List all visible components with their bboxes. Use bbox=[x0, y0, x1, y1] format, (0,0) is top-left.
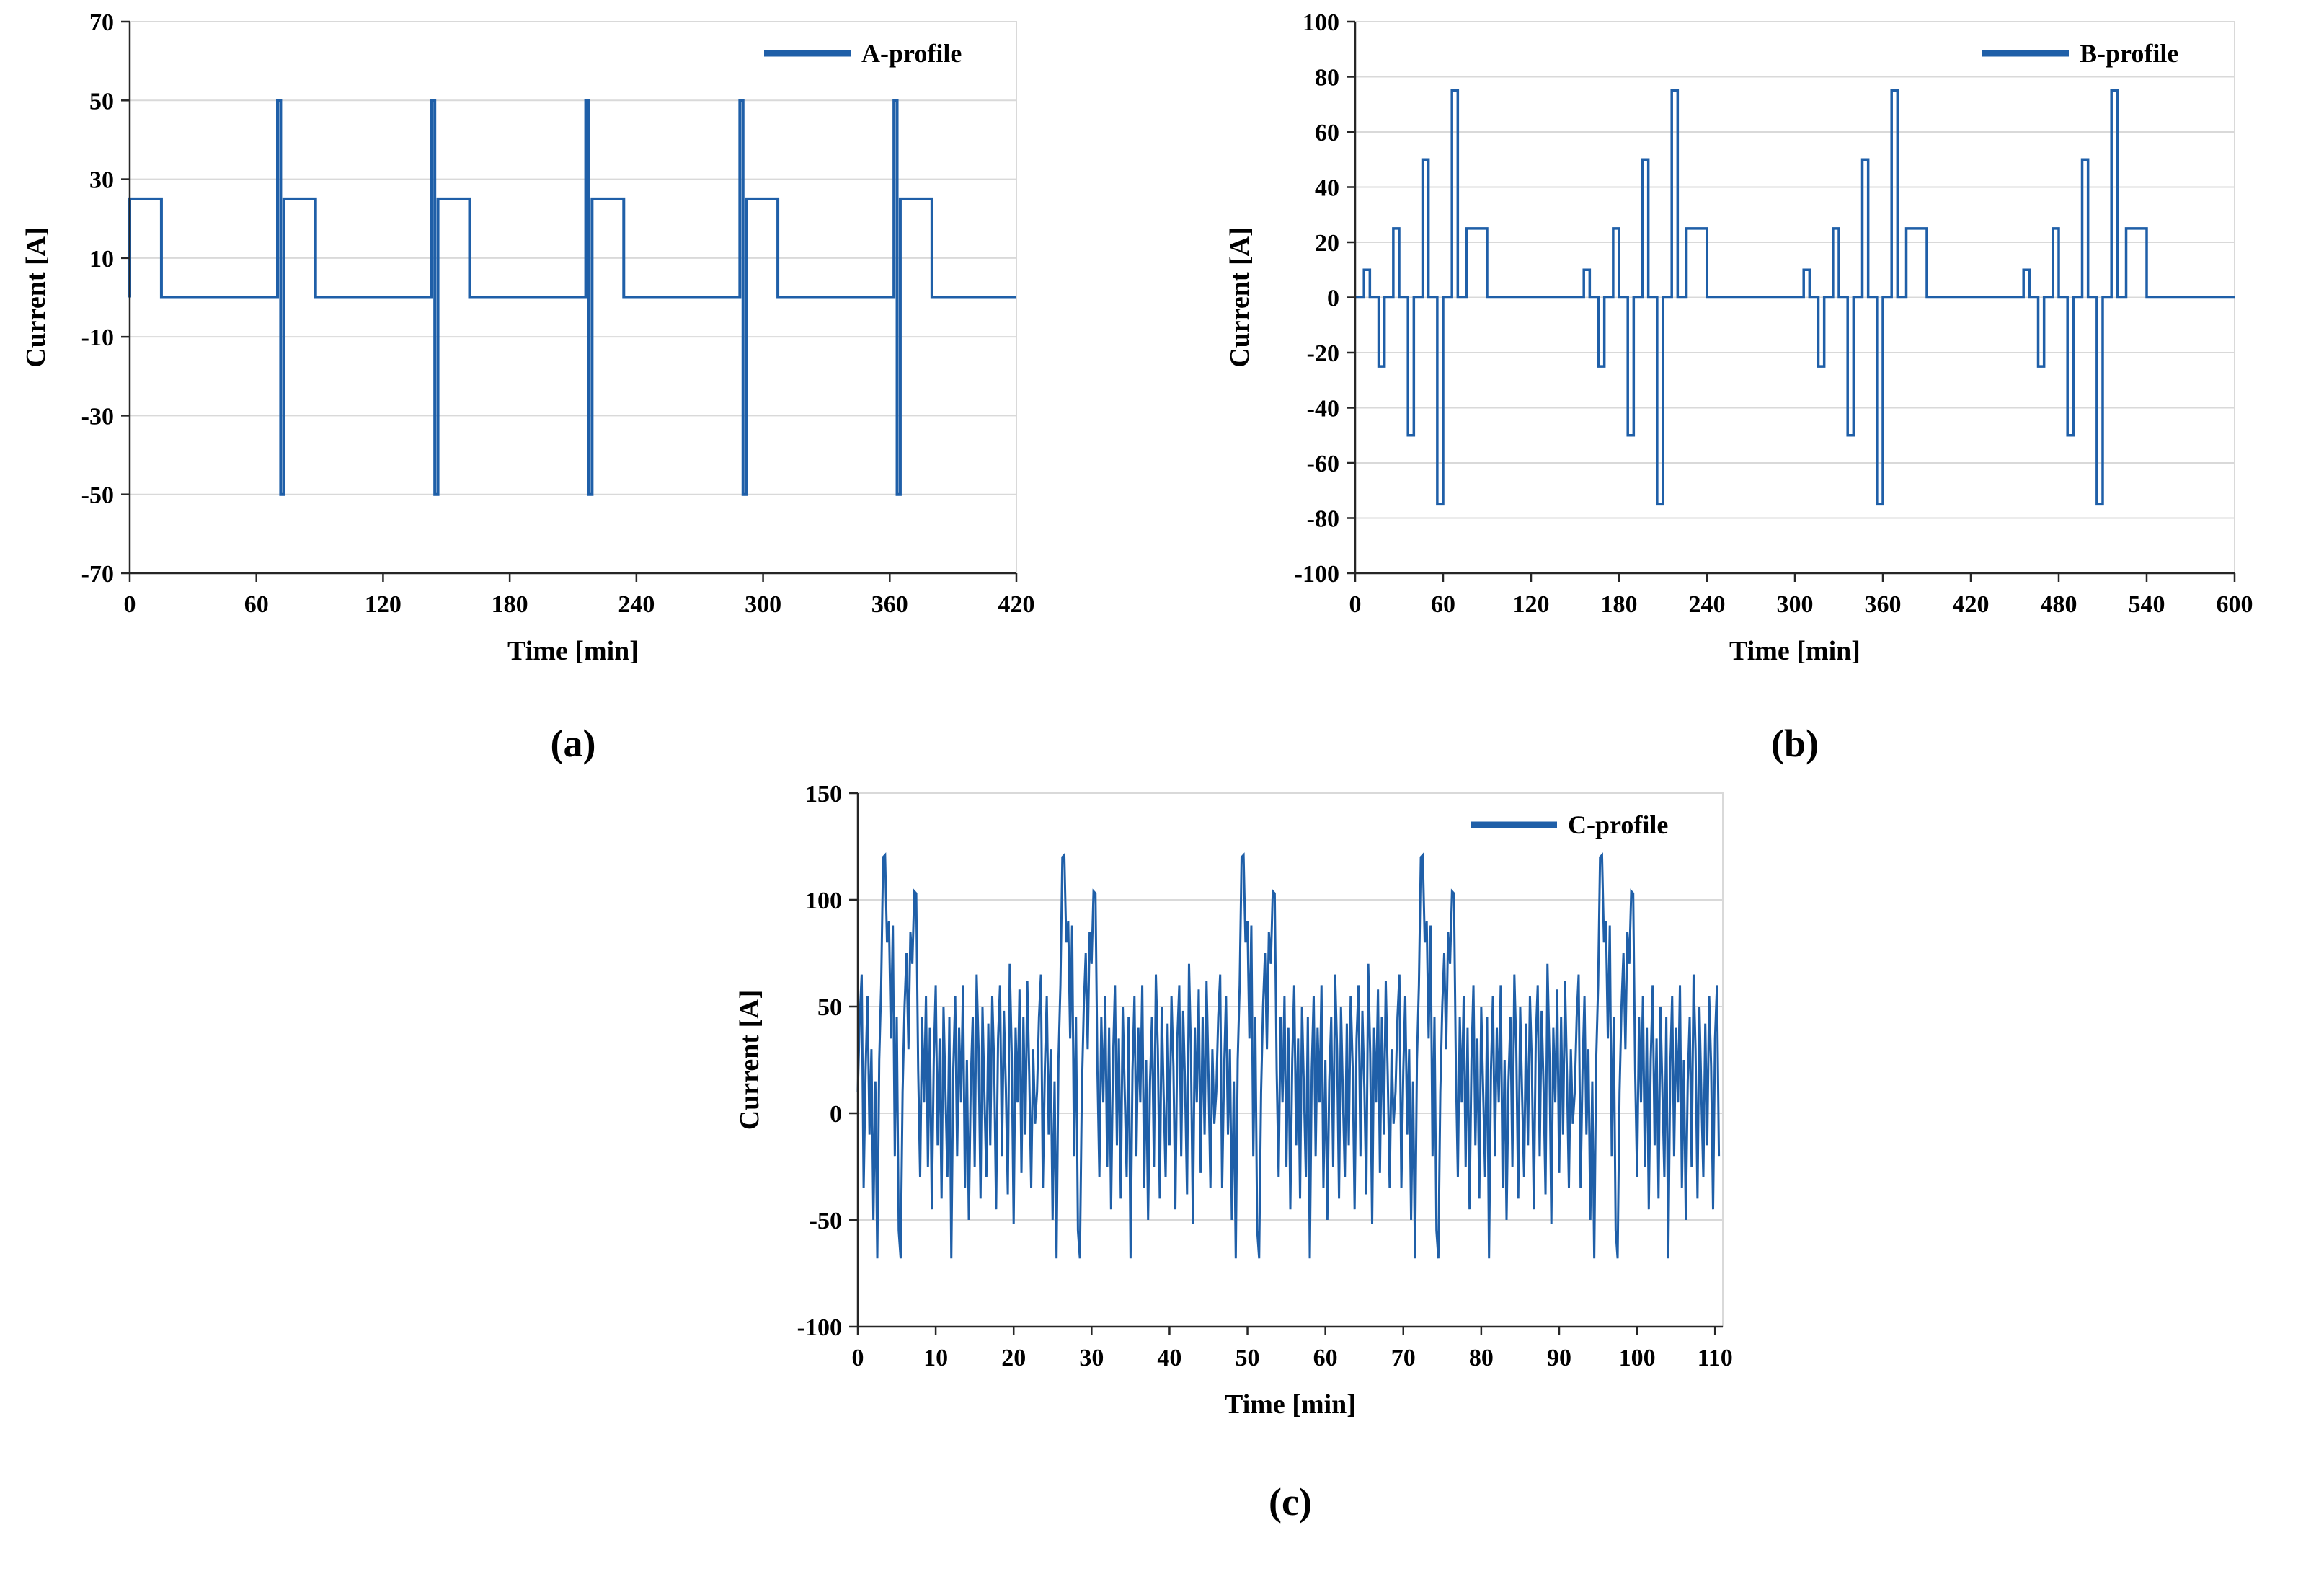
x-axis-title: Time [min] bbox=[1225, 1389, 1356, 1420]
x-tick-label: 540 bbox=[2129, 591, 2165, 618]
x-tick-label: 120 bbox=[1513, 591, 1550, 618]
x-tick-label: 30 bbox=[1079, 1345, 1104, 1371]
axes bbox=[128, 22, 1016, 575]
y-tick-label: -30 bbox=[81, 403, 114, 430]
y-axis-title: Current [A] bbox=[1225, 227, 1255, 368]
caption-a: (a) bbox=[550, 722, 596, 765]
x-tick-label: 50 bbox=[1236, 1345, 1260, 1371]
y-tick-label: -10 bbox=[81, 324, 114, 351]
x-tick-label: 600 bbox=[2217, 591, 2253, 618]
y-tick-label: 60 bbox=[1315, 120, 1339, 146]
chart-svg-b: 0 60 120 180 240 300 360 420 480 540 600 100 80 60 40 2… bbox=[1225, 9, 2253, 666]
c-profile-line bbox=[856, 852, 1721, 1259]
y-tick-label: -100 bbox=[797, 1314, 842, 1341]
x-tick-label: 180 bbox=[1601, 591, 1638, 618]
y-tick-label: -70 bbox=[81, 561, 114, 588]
caption-c: (c) bbox=[1269, 1480, 1312, 1524]
legend-label: B-profile bbox=[2080, 39, 2178, 68]
y-tick-label: -100 bbox=[1295, 561, 1339, 588]
chart-c-profile: 0 10 20 30 40 50 60 70 80 90 100 110 150 100 50 0 -50 -10… bbox=[706, 779, 1788, 1474]
x-tick-label: 20 bbox=[1001, 1345, 1026, 1371]
x-tick-label: 70 bbox=[1391, 1345, 1416, 1371]
x-tick-label: 240 bbox=[618, 591, 655, 618]
caption-b: (b) bbox=[1771, 722, 1819, 765]
x-tick-label: 0 bbox=[852, 1345, 864, 1371]
y-tick-label: 100 bbox=[805, 888, 842, 914]
x-tick-label: 360 bbox=[1865, 591, 1902, 618]
legend: A-profile bbox=[764, 39, 962, 68]
y-axis-title: Current [A] bbox=[21, 227, 51, 368]
y-tick-label: 20 bbox=[1315, 230, 1339, 257]
y-tick-label: 30 bbox=[89, 167, 114, 194]
x-tick-label: 180 bbox=[492, 591, 528, 618]
legend-label: C-profile bbox=[1568, 810, 1668, 839]
y-tick-label: 50 bbox=[89, 88, 114, 115]
x-tick-label: 480 bbox=[2041, 591, 2077, 618]
x-tick-labels: 0 60 120 180 240 300 360 420 bbox=[124, 573, 1035, 618]
x-tick-label: 120 bbox=[365, 591, 402, 618]
x-tick-label: 0 bbox=[1349, 591, 1362, 618]
legend: C-profile bbox=[1471, 810, 1668, 839]
x-tick-label: 420 bbox=[998, 591, 1035, 618]
y-tick-label: 40 bbox=[1315, 175, 1339, 202]
y-tick-label: 0 bbox=[830, 1101, 842, 1128]
y-tick-label: -80 bbox=[1307, 506, 1339, 533]
x-tick-label: 100 bbox=[1619, 1345, 1656, 1371]
x-axis-title: Time [min] bbox=[1729, 636, 1860, 666]
y-tick-label: -50 bbox=[81, 482, 114, 509]
axes bbox=[856, 793, 1723, 1328]
y-tick-label: 150 bbox=[805, 781, 842, 808]
y-tick-label: 100 bbox=[1303, 9, 1339, 36]
x-tick-labels: 0 10 20 30 40 50 60 70 80 90 100 110 bbox=[852, 1327, 1733, 1371]
y-tick-labels: 100 80 60 40 20 0 -20 -40 -60 -80 -100 bbox=[1295, 9, 1355, 588]
y-tick-label: 50 bbox=[817, 994, 842, 1021]
legend: B-profile bbox=[1982, 39, 2178, 68]
y-tick-labels: 150 100 50 0 -50 -100 bbox=[797, 781, 858, 1341]
b-profile-line bbox=[1355, 89, 2235, 506]
x-tick-label: 80 bbox=[1469, 1345, 1494, 1371]
x-tick-label: 360 bbox=[872, 591, 908, 618]
chart-a-profile: 0 60 120 180 240 300 360 420 70 50 30 10 -10 -30 -50 -7… bbox=[14, 7, 1081, 717]
x-tick-label: 90 bbox=[1547, 1345, 1571, 1371]
x-axis-title: Time [min] bbox=[507, 636, 639, 666]
y-tick-label: 0 bbox=[1327, 286, 1339, 312]
x-tick-label: 60 bbox=[244, 591, 269, 618]
y-tick-label: -20 bbox=[1307, 340, 1339, 367]
x-tick-label: 420 bbox=[1953, 591, 1990, 618]
y-axis-title: Current [A] bbox=[735, 990, 765, 1131]
y-tick-label: -40 bbox=[1307, 396, 1339, 423]
x-tick-label: 300 bbox=[745, 591, 781, 618]
x-tick-label: 110 bbox=[1698, 1345, 1733, 1371]
x-tick-label: 40 bbox=[1157, 1345, 1181, 1371]
x-tick-label: 10 bbox=[923, 1345, 948, 1371]
y-tick-label: 80 bbox=[1315, 65, 1339, 92]
chart-svg-c: 0 10 20 30 40 50 60 70 80 90 100 110 150 100 50 0 -50 -10… bbox=[735, 781, 1733, 1420]
y-tick-labels: 70 50 30 10 -10 -30 -50 -70 bbox=[81, 9, 130, 588]
chart-b-profile: 0 60 120 180 240 300 360 420 480 540 600 100 80 60 40 2… bbox=[1204, 7, 2285, 717]
y-tick-label: 70 bbox=[89, 9, 114, 36]
a-profile-line bbox=[128, 99, 1016, 496]
legend-label: A-profile bbox=[861, 39, 962, 68]
x-tick-label: 60 bbox=[1313, 1345, 1338, 1371]
y-tick-label: -60 bbox=[1307, 451, 1339, 477]
x-tick-label: 0 bbox=[124, 591, 136, 618]
x-tick-labels: 0 60 120 180 240 300 360 420 480 540 600 bbox=[1349, 573, 2253, 618]
x-tick-label: 240 bbox=[1689, 591, 1726, 618]
chart-svg-a: 0 60 120 180 240 300 360 420 70 50 30 10 -10 -30 -50 -7… bbox=[21, 9, 1035, 666]
y-tick-label: -50 bbox=[810, 1208, 842, 1234]
x-tick-label: 300 bbox=[1777, 591, 1814, 618]
x-tick-label: 60 bbox=[1431, 591, 1455, 618]
y-tick-label: 10 bbox=[89, 246, 114, 273]
